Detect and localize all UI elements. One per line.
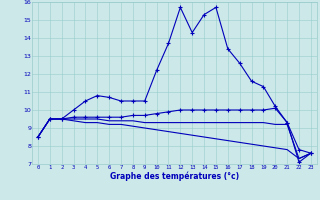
X-axis label: Graphe des températures (°c): Graphe des températures (°c) — [110, 171, 239, 181]
